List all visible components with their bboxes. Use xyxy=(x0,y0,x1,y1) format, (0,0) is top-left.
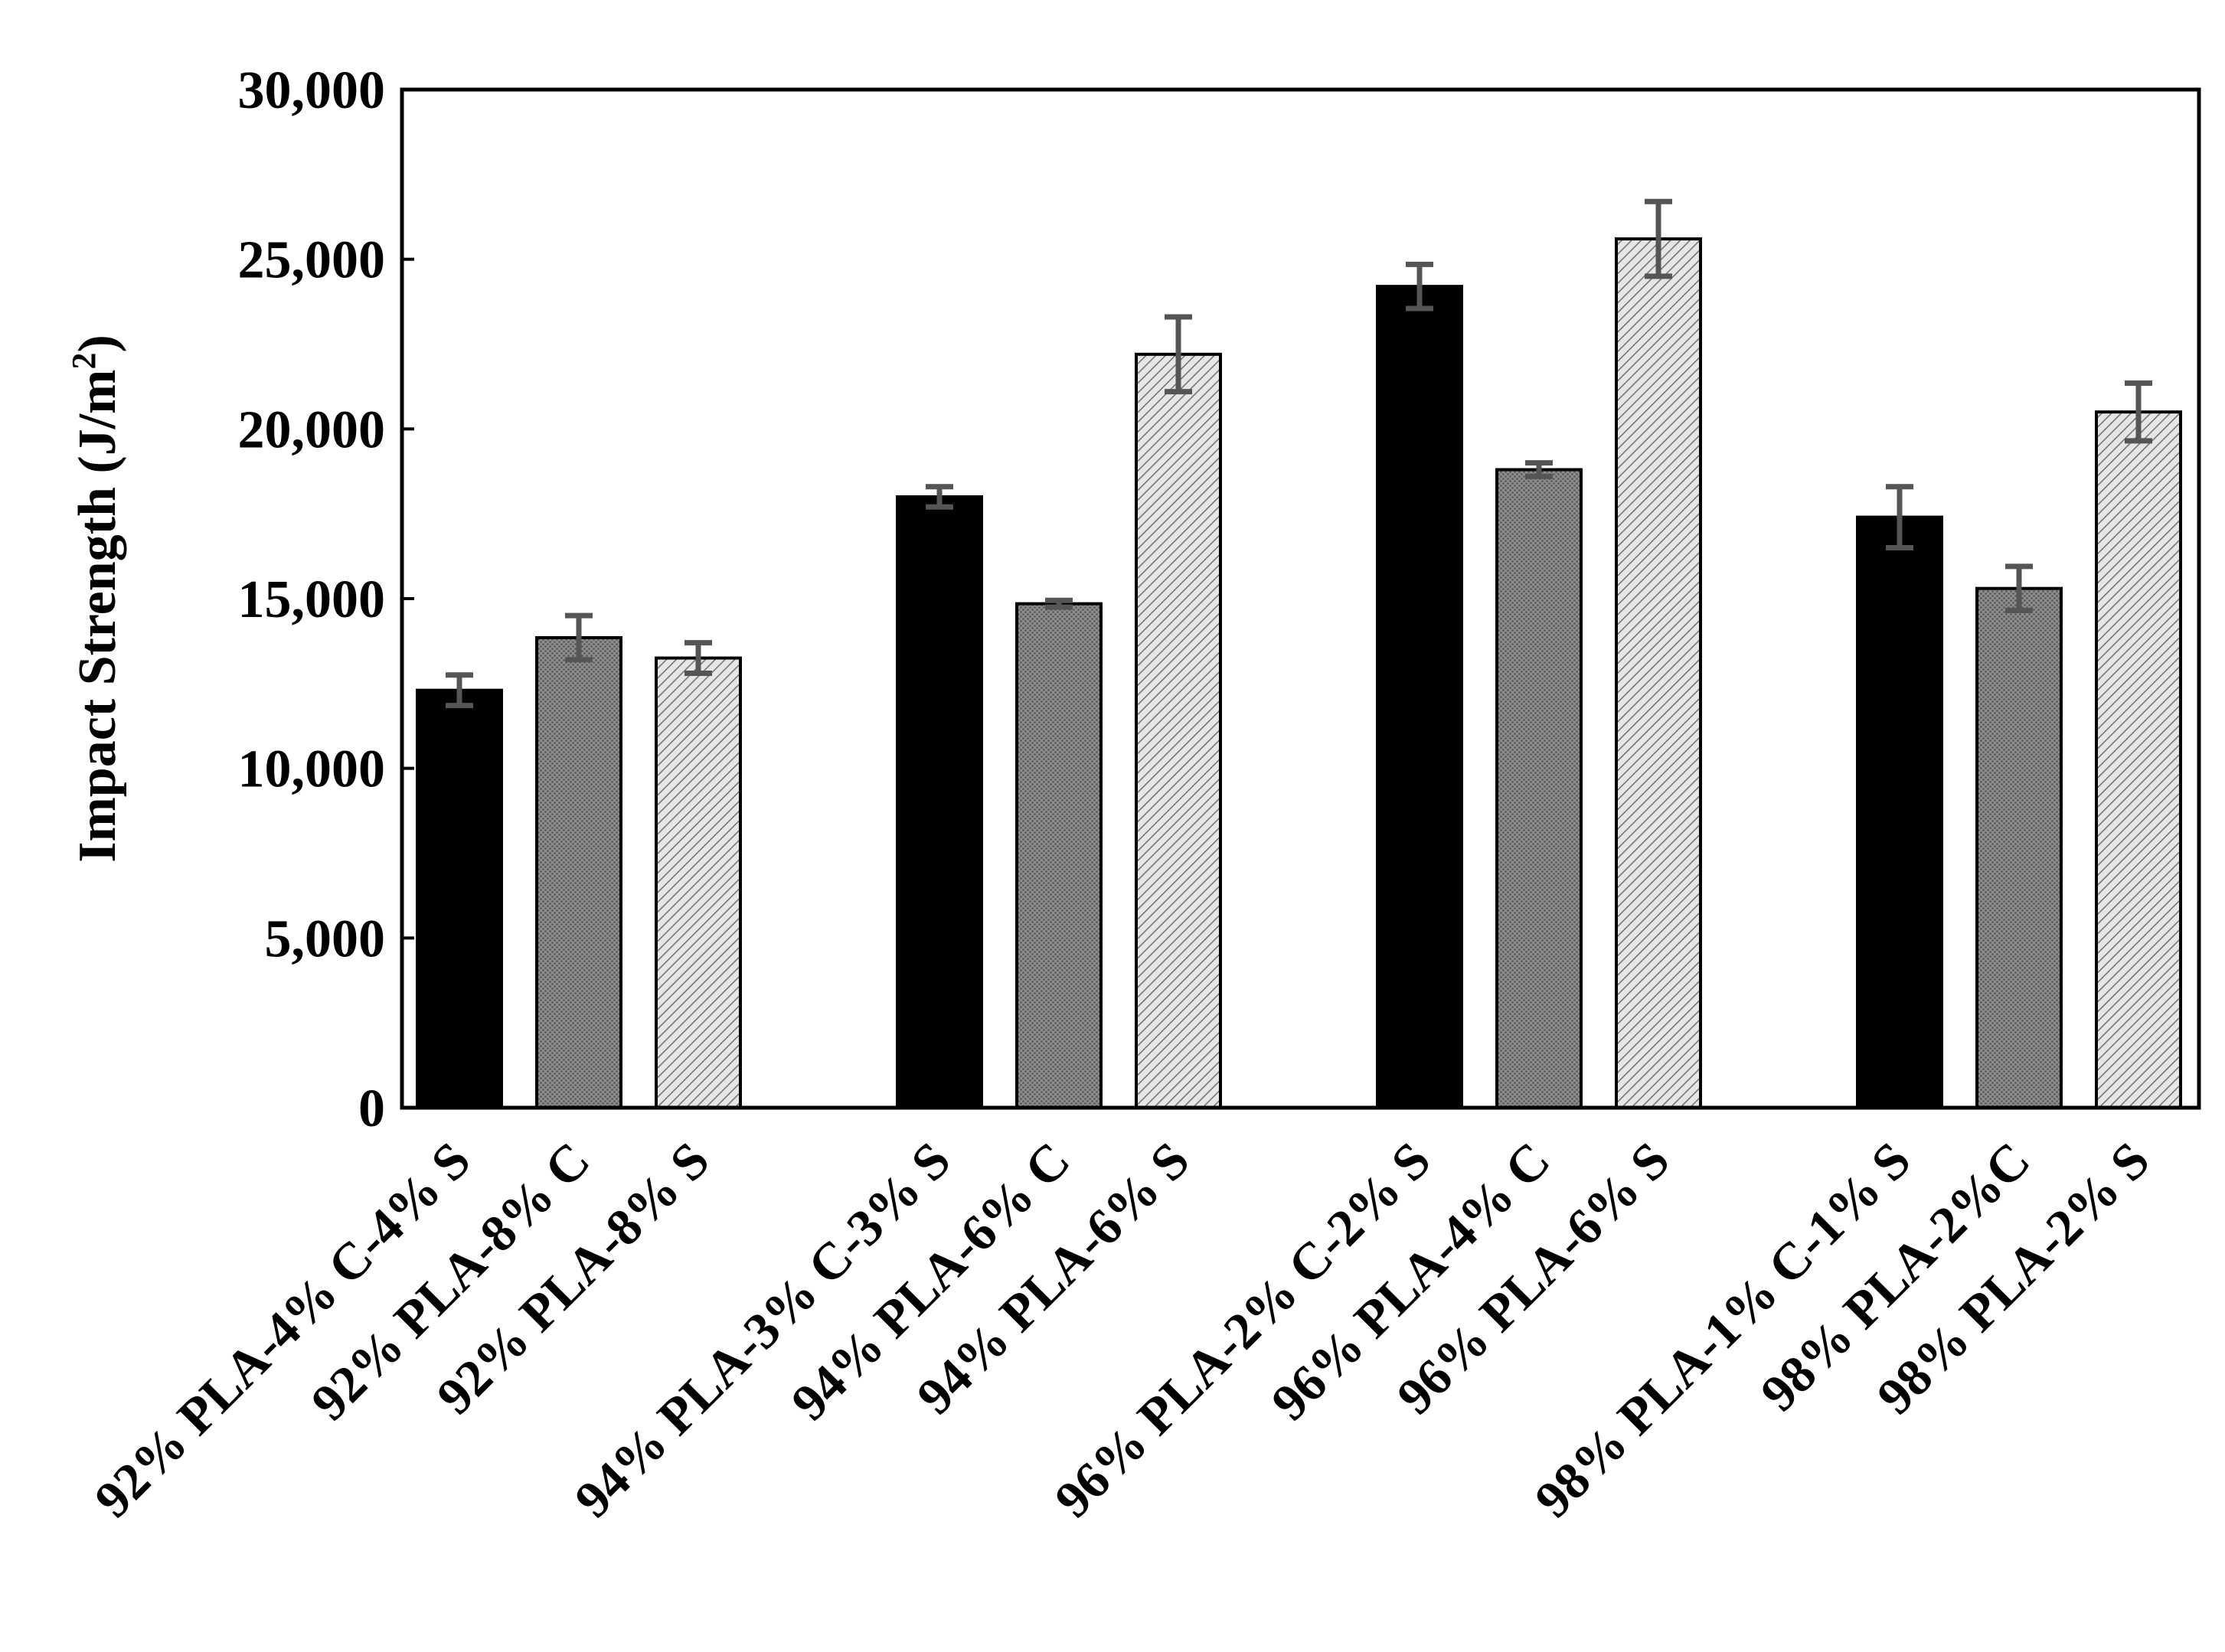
error-bar-6 xyxy=(1406,261,1433,312)
error-bar-11 xyxy=(2125,380,2152,444)
y-tick-label-1: 5,000 xyxy=(265,909,386,968)
x-axis-category-labels: 92% PLA-4% C-4% S92% PLA-8% C92% PLA-8% … xyxy=(83,1131,2161,1529)
y-tick-label-6: 30,000 xyxy=(238,61,386,120)
error-bar-8 xyxy=(1645,198,1672,279)
error-bar-7 xyxy=(1525,460,1553,479)
bar-9 xyxy=(1856,515,1943,1109)
error-bar-5 xyxy=(1165,314,1192,395)
bar-11 xyxy=(2095,410,2182,1109)
bar-5 xyxy=(1135,352,1222,1109)
bar-8 xyxy=(1615,237,1702,1110)
error-bar-3 xyxy=(926,484,953,510)
y-tick-label-2: 10,000 xyxy=(238,740,386,799)
y-tick-label-4: 20,000 xyxy=(238,400,386,459)
y-axis: 0 5,000 10,000 15,000 20,000 25,000 30,000 xyxy=(238,61,414,1138)
bar-10 xyxy=(1975,586,2063,1109)
error-bar-1 xyxy=(565,612,593,663)
bar-7 xyxy=(1495,468,1583,1109)
bar-0 xyxy=(416,688,503,1109)
error-bar-10 xyxy=(2005,563,2033,614)
y-axis-title: Impact Strength (J/m2) xyxy=(65,335,127,863)
bar-4 xyxy=(1015,602,1103,1109)
error-bar-0 xyxy=(446,672,473,709)
y-tick-label-3: 15,000 xyxy=(238,570,386,629)
error-bar-4 xyxy=(1045,597,1073,610)
error-bar-9 xyxy=(1886,484,1913,550)
y-tick-label-0: 0 xyxy=(358,1079,385,1138)
y-tick-label-5: 25,000 xyxy=(238,231,386,290)
bars-layer xyxy=(416,237,2182,1110)
bar-6 xyxy=(1376,285,1463,1110)
bar-1 xyxy=(535,635,622,1109)
error-bar-2 xyxy=(684,640,712,677)
bar-2 xyxy=(655,656,742,1109)
bar-3 xyxy=(896,495,983,1109)
error-bars-layer xyxy=(446,198,2152,709)
